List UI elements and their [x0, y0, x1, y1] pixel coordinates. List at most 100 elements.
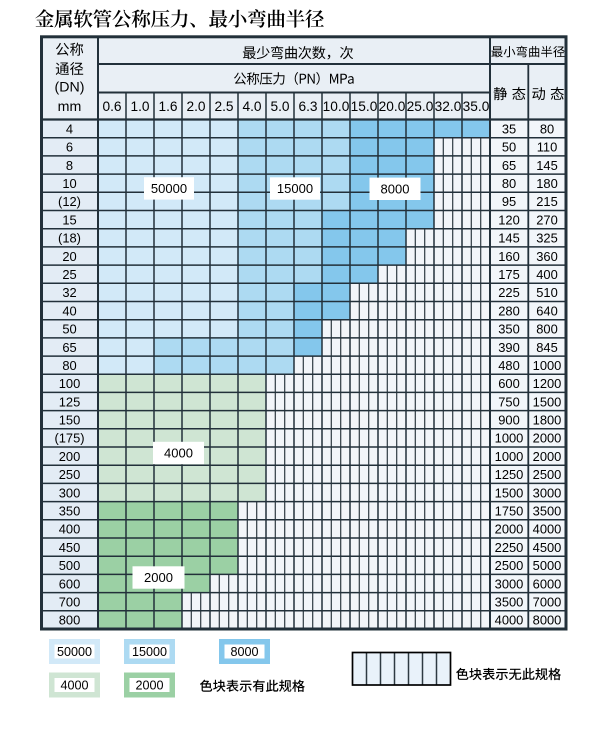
- svg-text:1750: 1750: [495, 504, 524, 519]
- svg-text:250: 250: [59, 467, 81, 482]
- svg-text:2000: 2000: [135, 679, 163, 693]
- svg-text:2.0: 2.0: [186, 99, 205, 114]
- svg-text:4000: 4000: [164, 446, 193, 461]
- svg-text:1200: 1200: [533, 376, 562, 391]
- svg-text:1000: 1000: [495, 431, 524, 446]
- svg-text:1250: 1250: [495, 467, 524, 482]
- svg-text:160: 160: [498, 249, 520, 264]
- svg-text:80: 80: [62, 358, 76, 373]
- svg-text:32: 32: [62, 285, 76, 300]
- svg-text:100: 100: [59, 376, 81, 391]
- svg-text:2000: 2000: [533, 431, 562, 446]
- svg-text:4000: 4000: [60, 679, 88, 693]
- svg-text:1.0: 1.0: [130, 99, 149, 114]
- svg-text:50000: 50000: [151, 181, 187, 196]
- svg-text:3000: 3000: [533, 485, 562, 500]
- svg-text:80: 80: [540, 121, 554, 136]
- svg-text:6: 6: [66, 140, 73, 155]
- svg-text:2000: 2000: [144, 570, 173, 585]
- svg-text:640: 640: [536, 303, 558, 318]
- svg-text:8: 8: [66, 158, 73, 173]
- svg-text:15: 15: [62, 212, 76, 227]
- svg-text:35.0: 35.0: [463, 99, 490, 114]
- svg-text:175: 175: [498, 267, 520, 282]
- svg-text:350: 350: [498, 322, 520, 337]
- svg-text:600: 600: [498, 376, 520, 391]
- svg-text:1000: 1000: [495, 449, 524, 464]
- svg-text:95: 95: [502, 194, 516, 209]
- svg-text:3500: 3500: [533, 504, 562, 519]
- svg-text:7000: 7000: [533, 595, 562, 610]
- svg-text:1000: 1000: [533, 358, 562, 373]
- svg-text:40: 40: [62, 303, 76, 318]
- svg-text:15000: 15000: [277, 181, 313, 196]
- svg-text:2250: 2250: [495, 540, 524, 555]
- svg-text:(DN): (DN): [55, 79, 85, 95]
- svg-text:8000: 8000: [381, 182, 410, 197]
- svg-text:6.3: 6.3: [298, 99, 317, 114]
- svg-text:mm: mm: [58, 99, 82, 115]
- svg-text:50000: 50000: [57, 645, 92, 659]
- svg-text:20: 20: [62, 249, 76, 264]
- svg-text:900: 900: [498, 413, 520, 428]
- svg-text:2.5: 2.5: [214, 99, 233, 114]
- svg-text:3000: 3000: [495, 576, 524, 591]
- svg-text:270: 270: [536, 212, 558, 227]
- svg-text:225: 225: [498, 285, 520, 300]
- svg-text:510: 510: [536, 285, 558, 300]
- svg-text:360: 360: [536, 249, 558, 264]
- svg-text:500: 500: [59, 558, 81, 573]
- svg-text:2000: 2000: [495, 522, 524, 537]
- svg-text:125: 125: [59, 394, 81, 409]
- svg-text:80: 80: [502, 176, 516, 191]
- svg-text:110: 110: [537, 140, 558, 155]
- svg-text:(18): (18): [58, 231, 81, 246]
- svg-text:145: 145: [498, 231, 520, 246]
- svg-text:400: 400: [536, 267, 558, 282]
- svg-text:(175): (175): [54, 431, 84, 446]
- svg-text:15.0: 15.0: [351, 99, 378, 114]
- svg-text:25: 25: [62, 267, 76, 282]
- svg-text:600: 600: [59, 576, 81, 591]
- svg-text:750: 750: [498, 394, 520, 409]
- svg-text:15000: 15000: [132, 645, 167, 659]
- svg-text:800: 800: [536, 322, 558, 337]
- svg-text:180: 180: [536, 176, 558, 191]
- svg-text:700: 700: [59, 595, 81, 610]
- svg-text:35: 35: [502, 121, 516, 136]
- svg-text:4500: 4500: [533, 540, 562, 555]
- svg-text:200: 200: [59, 449, 81, 464]
- svg-text:3500: 3500: [495, 595, 524, 610]
- svg-text:350: 350: [59, 504, 81, 519]
- svg-text:4000: 4000: [533, 522, 562, 537]
- svg-text:2000: 2000: [533, 449, 562, 464]
- svg-text:480: 480: [498, 358, 520, 373]
- svg-text:65: 65: [502, 158, 516, 173]
- svg-text:1500: 1500: [533, 394, 562, 409]
- svg-text:25.0: 25.0: [407, 99, 434, 114]
- svg-text:0.6: 0.6: [102, 99, 121, 114]
- svg-text:5.0: 5.0: [270, 99, 289, 114]
- svg-text:5000: 5000: [533, 558, 562, 573]
- svg-text:800: 800: [59, 613, 81, 628]
- svg-text:65: 65: [62, 340, 76, 355]
- svg-text:2500: 2500: [533, 467, 562, 482]
- svg-text:8000: 8000: [533, 613, 562, 628]
- svg-text:325: 325: [536, 231, 558, 246]
- svg-text:1500: 1500: [495, 485, 524, 500]
- svg-text:400: 400: [59, 522, 81, 537]
- svg-text:1.6: 1.6: [158, 99, 177, 114]
- svg-text:300: 300: [59, 485, 81, 500]
- svg-text:4.0: 4.0: [242, 99, 261, 114]
- svg-text:8000: 8000: [230, 645, 258, 659]
- svg-text:280: 280: [498, 303, 520, 318]
- svg-text:(12): (12): [58, 194, 81, 209]
- svg-text:2500: 2500: [495, 558, 524, 573]
- svg-text:50: 50: [502, 140, 516, 155]
- svg-text:32.0: 32.0: [435, 99, 462, 114]
- svg-text:145: 145: [536, 158, 558, 173]
- svg-text:390: 390: [498, 340, 520, 355]
- svg-text:10: 10: [62, 176, 76, 191]
- svg-text:450: 450: [59, 540, 81, 555]
- svg-text:120: 120: [498, 212, 520, 227]
